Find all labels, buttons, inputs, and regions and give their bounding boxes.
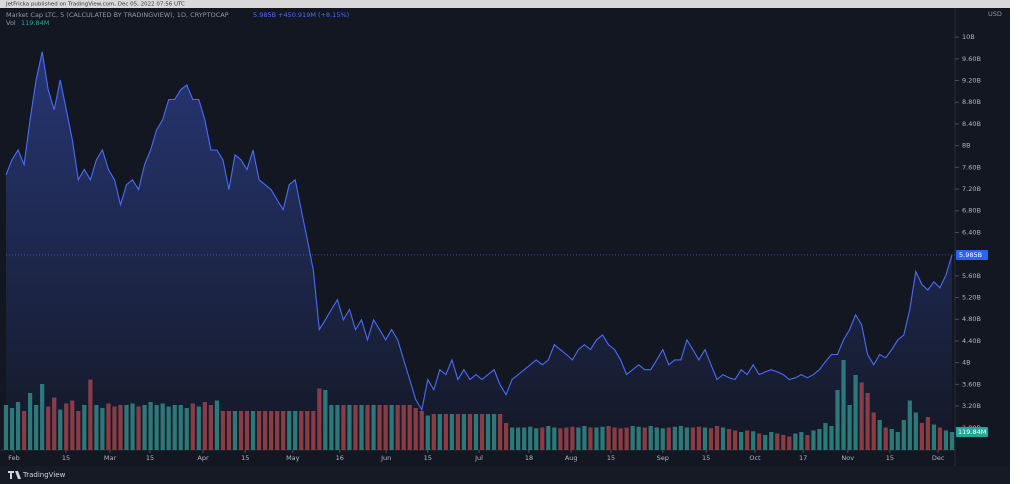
x-tick-label: Dec [932,454,945,462]
y-tick-label: 7.60B [962,163,981,171]
y-tick-label: 3.60B [962,380,981,388]
vol-label-box [956,427,988,438]
y-tick-label: 5.20B [962,294,981,302]
x-tick-label: 15 [241,454,249,462]
y-tick-label: 10B [962,33,975,41]
brand-text: TradingView [22,471,66,479]
vol-value: 119.84M [21,19,49,27]
x-tick-label: Sep [657,454,669,462]
price-line [5,51,953,412]
y-tick-label: 4B [962,359,971,367]
x-tick-label: Oct [749,454,761,462]
plot: 10B 9.60B 9.20B 8.80B 8.40B 8B 7.60B 7.20B 6.80B… [3,33,988,462]
y-tick-label: 6.40B [962,228,981,236]
footer-bar [0,466,1010,484]
x-tick-label: 17 [799,454,807,462]
x-tick-label: 15 [702,454,710,462]
x-tick-label: Aug [565,454,578,462]
x-tick-label: 15 [886,454,894,462]
y-tick-label: 8.80B [962,98,981,106]
x-tick-label: Jun [380,454,391,462]
vol-axis-label: 119.84M [958,428,986,436]
publish-bar [0,0,1010,8]
y-tick-label: 8B [962,142,971,150]
price-label: 5.985B [959,251,982,259]
vol-label: Vol [6,19,16,27]
symbol-change: +450.919M (+8.15%) [278,11,349,19]
y-tick-label: 7.20B [962,185,981,193]
symbol-text: Market Cap LTC, 5 (CALCULATED BY TRADING… [6,11,229,19]
x-tick-label: 15 [62,454,70,462]
y-tick-label: 5.60B [962,272,981,280]
y-tick-label: 4.40B [962,337,981,345]
x-tick-label: 15 [424,454,432,462]
y-tick-label: 3.20B [962,402,981,410]
x-tick-label: 18 [525,454,533,462]
y-tick-label: 4.80B [962,315,981,323]
x-tick-label: 15 [146,454,154,462]
x-tick-label: Jul [474,454,483,462]
x-tick-label: Mar [104,454,117,462]
currency: USD [988,10,1002,18]
x-tick-label: May [286,454,300,462]
x-tick-label: Nov [841,454,854,462]
x-tick-label: Feb [8,454,20,462]
x-tick-label: 16 [336,454,344,462]
y-tick-label: 9.20B [962,77,981,85]
publish-text: JetFricka published on TradingView.com, … [5,2,185,8]
y-tick-label: 6.80B [962,207,981,215]
y-tick-label: 8.40B [962,120,981,128]
x-tick-label: Apr [197,454,209,462]
area-fill [6,51,952,451]
x-tick-label: 15 [607,454,615,462]
y-tick-label: 9.60B [962,55,981,63]
symbol-value: 5.985B [253,11,276,19]
price-label-box [956,249,988,260]
brand-logo [8,471,21,479]
